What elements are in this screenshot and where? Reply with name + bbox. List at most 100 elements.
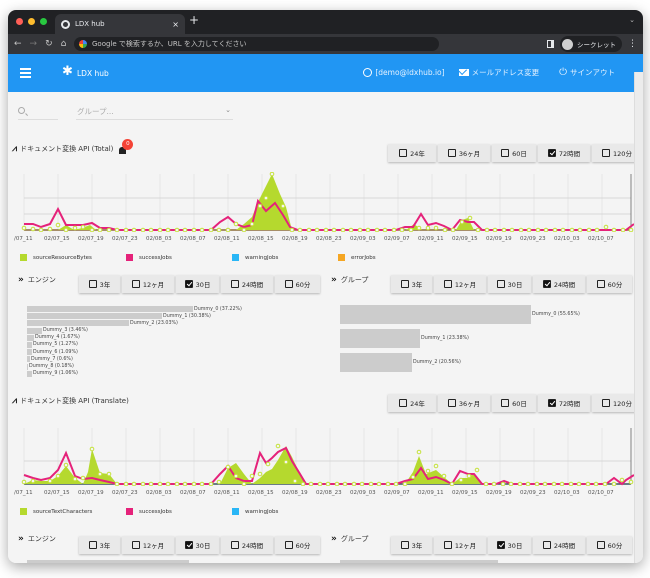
minimize-window-button[interactable] [28,18,35,25]
range-button-60min[interactable]: 60分 [275,536,320,554]
group-bar-chart: Dummy_0 (55.65%) Dummy_1 (23.38%) Dummy_… [340,305,580,373]
search-input[interactable] [18,106,58,120]
home-icon[interactable]: ⌂ [60,39,67,49]
legend-item[interactable]: warningJobs [232,508,338,515]
range-button-60d[interactable]: 60日 [492,144,536,162]
app-header: LDX hub [demo@ldxhub.io] メールアドレス変更 ⏻ サイン… [8,54,643,92]
window-controls [16,18,47,25]
checkbox-checked-icon [547,149,556,157]
browser-tab[interactable]: LDX hub × [55,14,185,34]
range-button-60min[interactable]: 60分 [275,275,320,293]
filter-bar: グループ... ⌄ [18,106,233,120]
range-button-24y[interactable]: 24年 [388,394,436,412]
brand[interactable]: LDX hub [62,64,109,79]
range-button-36m[interactable]: 36ヶ月 [438,144,490,162]
group-select[interactable]: グループ... ⌄ [76,106,233,120]
group-heading: » グループ [331,275,369,285]
range-button-30d[interactable]: 30日 [176,536,219,554]
section-title-text: ドキュメント変換 API (Total) [20,145,114,153]
range-button-24h[interactable]: 24時間 [221,536,273,554]
range-button-12m[interactable]: 12ヶ月 [122,275,174,293]
legend-item[interactable]: errorJobs [338,254,444,261]
address-placeholder: Google で検索するか、URL を入力してください [92,40,247,48]
legend-swatch-icon [20,254,27,261]
legend-item[interactable]: warningJobs [232,254,338,261]
section-title-translate: ⩘ ドキュメント変換 API (Translate) [12,396,129,406]
user-account[interactable]: [demo@ldxhub.io] [363,68,445,77]
tab-close-icon[interactable]: × [172,19,179,29]
range-button-120min[interactable]: 120分 [592,144,642,162]
engine-heading: » エンジン [18,275,56,285]
range-button-12m[interactable]: 12ヶ月 [122,536,174,554]
range-button-3y[interactable]: 3年 [79,536,120,554]
range-button-60min[interactable]: 60分 [587,536,632,554]
checkbox-icon [447,149,456,157]
group-bar-partial [340,560,498,563]
google-icon [79,40,87,48]
user-face-icon [363,68,373,77]
engine-bar-chart: Dummy_0 (37.22%) Dummy_1 (30.38%) Dummy_… [27,306,242,378]
range-button-72h[interactable]: 72時間 [538,394,590,412]
incognito-profile-button[interactable]: シークレット [560,36,622,52]
checkbox-icon [602,149,611,157]
bar-row: Dummy_1 (30.38%) [27,313,242,320]
back-arrow-icon[interactable]: ← [14,39,22,49]
range-button-12m[interactable]: 12ヶ月 [434,536,486,554]
time-series-chart-translate[interactable] [16,426,636,486]
reload-icon[interactable]: ↻ [45,39,53,49]
ldx-logo-icon [62,64,74,79]
sign-out-button[interactable]: ⏻ サインアウト [559,67,615,78]
page-scrollbar[interactable] [634,72,643,563]
range-button-36m[interactable]: 36ヶ月 [438,394,490,412]
change-email-label: メールアドレス変更 [471,68,540,77]
range-button-30d[interactable]: 30日 [488,275,531,293]
range-toggle-group: 3年 12ヶ月 30日 24時間 60分 [391,275,632,293]
legend-item[interactable]: sourceTextCharacters [20,508,126,515]
range-button-24h[interactable]: 24時間 [221,275,273,293]
range-button-30d[interactable]: 30日 [488,536,531,554]
more-menu-icon[interactable]: ⋮ [628,39,637,49]
trending-icon: ⩘ [12,144,18,154]
double-chevron-icon: » [18,534,24,544]
range-button-60min[interactable]: 60分 [587,275,632,293]
range-button-72h[interactable]: 72時間 [538,144,590,162]
range-button-120min[interactable]: 120分 [592,394,642,412]
legend-swatch-icon [338,254,345,261]
range-button-3y[interactable]: 3年 [79,275,120,293]
side-panel-icon[interactable] [547,40,554,48]
forward-arrow-icon[interactable]: → [29,39,38,49]
new-tab-button[interactable]: + [189,13,200,27]
range-button-3y[interactable]: 3年 [391,536,432,554]
range-button-12m[interactable]: 12ヶ月 [434,275,486,293]
menu-icon[interactable] [20,68,31,80]
notification-badge[interactable]: 0 [119,139,134,154]
legend-item[interactable]: successJobs [126,508,232,515]
range-button-30d[interactable]: 30日 [176,275,219,293]
change-email-button[interactable]: メールアドレス変更 [458,67,540,78]
range-toggle-group-translate: 3年 12ヶ月 30日 24時間 60分 [391,536,632,554]
legend-item[interactable]: successJobs [126,254,232,261]
mail-icon [458,69,469,76]
tab-search-chevron-icon[interactable]: ⌄ [629,16,635,24]
bar-row: Dummy_4 (1.67%) [27,334,242,341]
checkbox-icon [399,149,408,157]
close-window-button[interactable] [16,18,23,25]
bar-row: Dummy_0 (37.22%) [27,306,242,312]
maximize-window-button[interactable] [40,18,47,25]
range-button-24y[interactable]: 24年 [388,144,436,162]
range-button-24h[interactable]: 24時間 [533,536,585,554]
range-button-60d[interactable]: 60日 [492,394,536,412]
address-bar[interactable]: Google で検索するか、URL を入力してください [74,37,439,51]
range-button-24h[interactable]: 24時間 [533,275,585,293]
profile-label: シークレット [577,41,616,49]
double-chevron-icon: » [331,534,337,544]
badge-count: 0 [122,139,134,150]
legend-item[interactable]: sourceResourceBytes [20,254,126,261]
chart-legend-total: sourceResourceBytes successJobs warningJ… [20,254,444,261]
bar-row: Dummy_0 (55.65%) [340,305,580,324]
power-icon: ⏻ [559,66,567,78]
time-series-chart-total[interactable] [16,172,636,232]
section-title-text: ドキュメント変換 API (Translate) [20,397,129,405]
range-button-3y[interactable]: 3年 [391,275,432,293]
checkbox-icon [501,149,510,157]
